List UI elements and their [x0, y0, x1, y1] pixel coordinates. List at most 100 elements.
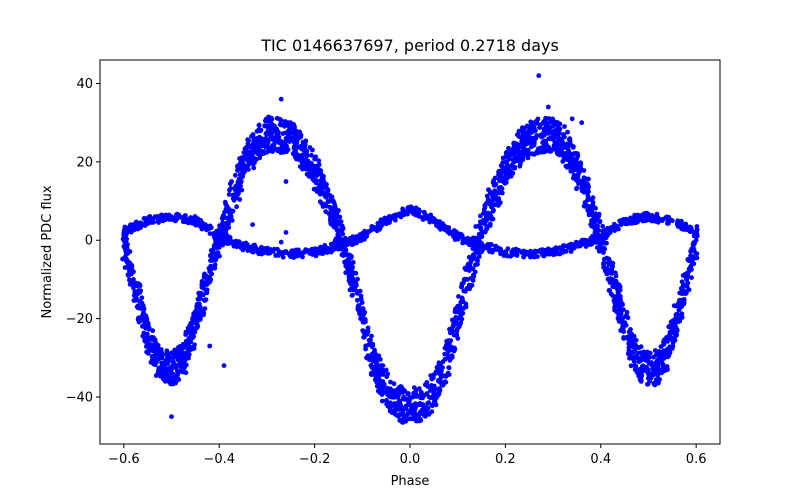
secondary-curve-point: [145, 218, 151, 224]
secondary-curve-point: [252, 242, 257, 248]
secondary-curve-point: [584, 238, 589, 243]
primary-curve-point: [459, 295, 465, 301]
primary-curve-point: [131, 269, 136, 275]
primary-curve-point: [671, 303, 677, 309]
primary-curve-point: [636, 359, 642, 365]
primary-curve-point: [372, 377, 378, 383]
primary-curve-point: [239, 155, 245, 161]
secondary-curve-point: [250, 247, 255, 253]
primary-curve-point: [588, 222, 594, 227]
primary-curve-point: [601, 264, 606, 270]
primary-curve-point: [333, 223, 338, 229]
primary-curve-point: [674, 311, 680, 317]
primary-curve-point: [327, 192, 333, 198]
primary-curve-point: [303, 166, 309, 172]
primary-curve-point: [185, 325, 191, 331]
primary-curve-point: [679, 315, 685, 320]
secondary-curve-point: [342, 244, 348, 249]
y-axis-ticks: −40 −20 0 20 40: [66, 77, 100, 405]
primary-curve-point: [257, 155, 262, 161]
primary-curve-point: [627, 351, 633, 357]
secondary-curve-point: [283, 250, 289, 255]
primary-curve-point: [617, 304, 623, 310]
primary-curve-point: [156, 356, 162, 362]
primary-curve-point: [581, 168, 587, 173]
primary-curve-point: [673, 333, 678, 339]
secondary-curve-point: [589, 241, 595, 247]
primary-curve-point: [452, 309, 458, 315]
primary-curve-point: [530, 141, 535, 146]
primary-curve-point: [412, 410, 418, 416]
primary-curve-point: [346, 275, 352, 281]
secondary-curve-point: [654, 211, 660, 217]
x-tick-label: 0.4: [590, 452, 611, 467]
secondary-curve-point: [317, 245, 323, 251]
primary-curve-point: [616, 312, 622, 318]
primary-curve-point: [222, 227, 227, 232]
primary-curve-point: [506, 157, 512, 162]
primary-curve-point: [358, 293, 364, 299]
primary-curve-point: [192, 342, 197, 348]
primary-curve-point: [245, 151, 251, 157]
primary-curve-point: [350, 284, 356, 290]
primary-curve-point: [139, 295, 145, 301]
primary-curve-point: [483, 214, 489, 220]
x-tick-label: 0.0: [400, 452, 421, 467]
primary-curve-point: [222, 215, 228, 221]
primary-curve-point: [569, 155, 575, 161]
primary-curve-point: [606, 256, 612, 262]
primary-curve-point: [214, 253, 220, 259]
primary-curve-point: [684, 277, 689, 282]
primary-curve-point: [616, 317, 622, 323]
primary-curve-point: [459, 284, 464, 290]
secondary-curve-point: [259, 244, 264, 250]
primary-curve-point: [513, 141, 518, 147]
primary-curve-point: [508, 152, 514, 158]
primary-curve-point: [409, 406, 414, 411]
primary-curve-point: [665, 367, 670, 372]
primary-curve-point: [443, 374, 449, 379]
primary-curve-point: [392, 401, 397, 406]
primary-curve-point: [153, 359, 159, 365]
secondary-curve-point: [141, 216, 147, 221]
primary-curve-point: [226, 192, 232, 197]
secondary-curve-point: [616, 226, 621, 232]
y-tick-label: 0: [85, 234, 93, 249]
primary-curve-point: [570, 168, 576, 174]
primary-curve-point: [187, 344, 193, 350]
primary-curve-point: [448, 344, 454, 350]
primary-curve-point: [273, 125, 278, 131]
primary-curve-point: [686, 266, 692, 272]
primary-curve-point: [276, 139, 281, 145]
primary-curve-point: [126, 260, 132, 265]
primary-curve-point: [195, 296, 201, 302]
secondary-curve-point: [693, 230, 699, 235]
primary-curve-point: [283, 136, 289, 141]
primary-curve-point: [672, 337, 678, 343]
secondary-curve-point: [513, 248, 519, 253]
primary-curve-point: [476, 223, 482, 229]
primary-curve-point: [455, 336, 461, 341]
primary-curve-point: [431, 399, 437, 404]
secondary-curve-point: [410, 211, 416, 216]
primary-curve-point: [123, 256, 129, 261]
primary-curve-point: [158, 350, 164, 355]
secondary-curve-point: [291, 255, 297, 260]
primary-curve-point: [504, 151, 510, 157]
primary-curve-point: [515, 132, 520, 138]
primary-curve-point: [556, 131, 562, 137]
secondary-curve-point: [607, 230, 613, 235]
primary-curve-point: [140, 316, 146, 321]
primary-curve-point: [610, 260, 616, 266]
primary-curve-point: [297, 129, 302, 135]
primary-curve-point: [126, 277, 132, 283]
primary-curve-point: [237, 161, 243, 167]
primary-curve-point: [463, 304, 469, 310]
primary-curve-point: [325, 187, 331, 192]
secondary-curve-point: [503, 249, 508, 255]
primary-curve-point: [237, 197, 243, 202]
primary-curve-point: [534, 133, 540, 139]
primary-curve-point: [208, 263, 214, 269]
primary-curve-point: [401, 413, 407, 419]
primary-curve-point: [596, 211, 602, 217]
